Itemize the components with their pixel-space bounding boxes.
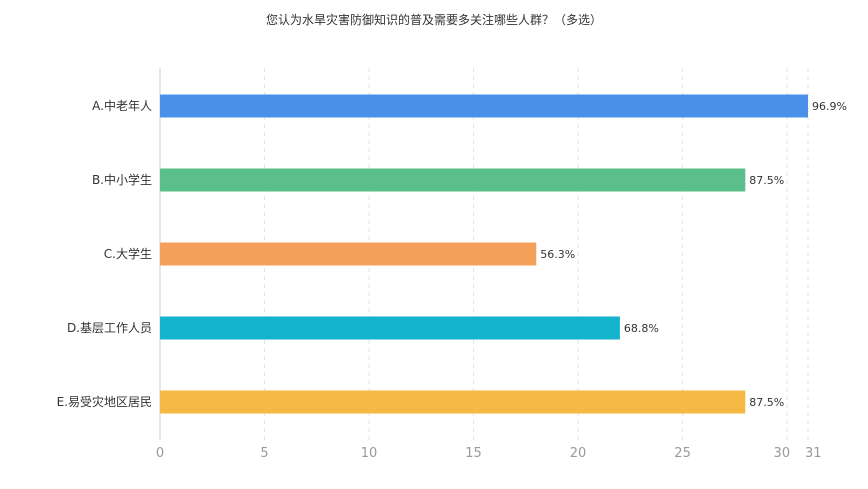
bar: [160, 242, 537, 266]
data-label: 87.5%: [749, 174, 784, 187]
chart-title: 您认为水旱灾害防御知识的普及需要多关注哪些人群？（多选）: [265, 13, 602, 27]
x-tick-label: 5: [260, 446, 268, 461]
bar: [160, 168, 746, 192]
category-label: E.易受灾地区居民: [57, 394, 152, 409]
x-tick-label: 15: [465, 446, 482, 461]
bar: [160, 94, 808, 118]
x-tick-label: 20: [570, 446, 587, 461]
x-tick-label: 31: [805, 446, 822, 461]
x-tick-label: 0: [156, 446, 164, 461]
data-label: 96.9%: [812, 100, 847, 113]
category-label: A.中老年人: [92, 98, 152, 113]
category-label: B.中小学生: [92, 172, 152, 187]
x-tick-label: 10: [361, 446, 378, 461]
data-label: 87.5%: [749, 396, 784, 409]
bar: [160, 390, 746, 414]
data-label: 56.3%: [540, 248, 575, 261]
x-tick-label: 25: [674, 446, 691, 461]
x-tick-label: 30: [774, 446, 791, 461]
category-label: D.基层工作人员: [67, 321, 152, 335]
data-label: 68.8%: [624, 322, 659, 335]
bar: [160, 316, 620, 340]
category-label: C.大学生: [104, 246, 152, 261]
